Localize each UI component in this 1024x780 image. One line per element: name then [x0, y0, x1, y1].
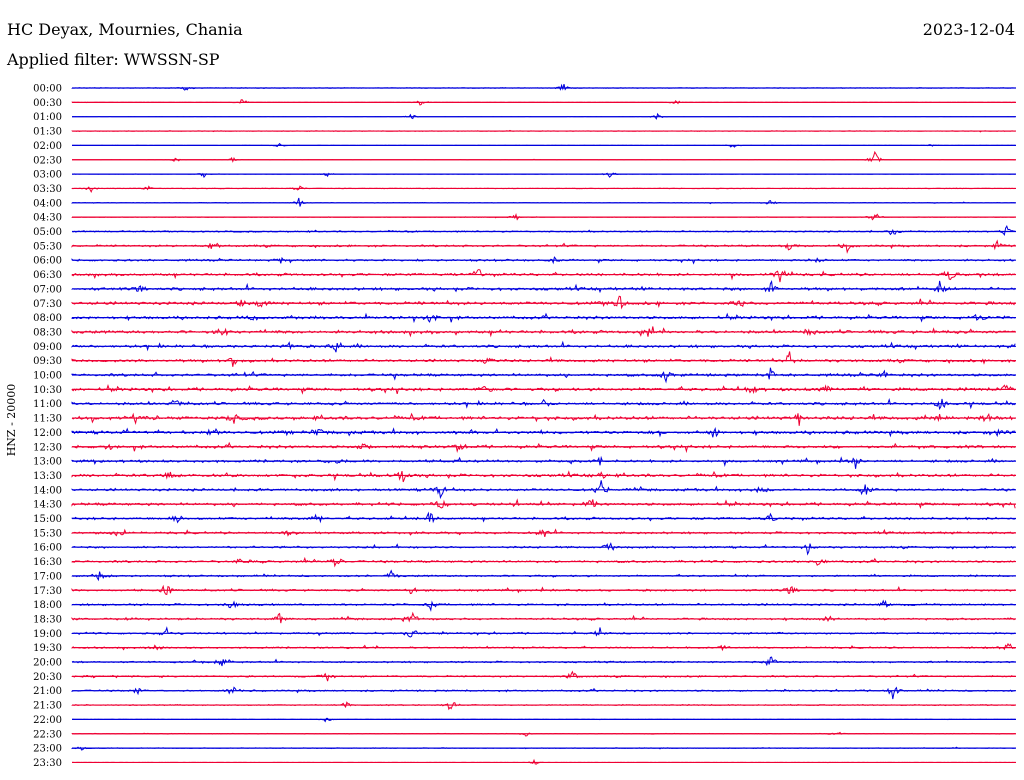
trace-line	[71, 455, 1016, 469]
time-label: 02:30	[33, 155, 62, 166]
time-label: 11:00	[33, 399, 62, 410]
time-label: 08:30	[33, 327, 62, 338]
trace-line	[71, 268, 1016, 283]
time-label: 16:00	[33, 543, 62, 554]
time-label: 03:30	[33, 184, 62, 195]
trace-line	[71, 686, 1016, 700]
time-label: 17:00	[33, 571, 62, 582]
time-label: 14:30	[33, 500, 62, 511]
trace-line	[71, 351, 1016, 367]
time-label: 04:30	[33, 213, 62, 224]
time-label: 01:30	[33, 127, 62, 138]
time-label: 17:30	[33, 586, 62, 597]
trace-line	[71, 626, 1016, 638]
time-label: 08:00	[33, 313, 62, 324]
time-label: 20:30	[33, 672, 62, 683]
record-date: 2023-12-04	[922, 20, 1015, 39]
trace-line	[71, 569, 1016, 582]
time-label: 00:30	[33, 98, 62, 109]
trace-line	[71, 599, 1016, 613]
time-label: 15:00	[33, 514, 62, 525]
trace-line	[71, 611, 1016, 624]
time-label: 00:00	[33, 84, 62, 95]
time-label: 03:00	[33, 170, 62, 181]
time-label: 19:00	[33, 629, 62, 640]
time-label: 12:00	[33, 428, 62, 439]
time-label: 22:00	[33, 715, 62, 726]
time-label: 19:30	[33, 643, 62, 654]
trace-line	[71, 280, 1016, 294]
filter-label: Applied filter: WWSSN-SP	[7, 50, 220, 69]
time-label: 20:00	[33, 658, 62, 669]
time-label: 09:30	[33, 356, 62, 367]
time-label: 23:30	[33, 758, 62, 769]
time-label: 11:30	[33, 414, 62, 425]
time-label: 05:00	[33, 227, 62, 238]
time-label: 15:30	[33, 528, 62, 539]
time-label: 18:00	[33, 600, 62, 611]
time-label: 21:30	[33, 701, 62, 712]
trace-line	[71, 225, 1016, 237]
time-label: 23:00	[33, 744, 62, 755]
time-label: 22:30	[33, 729, 62, 740]
trace-line	[71, 480, 1016, 500]
time-label: 06:00	[33, 256, 62, 267]
trace-line	[71, 340, 1016, 353]
trace-line	[71, 83, 1016, 91]
time-label: 10:30	[33, 385, 62, 396]
trace-line	[71, 542, 1016, 556]
time-label: 04:00	[33, 198, 62, 209]
time-label: 18:30	[33, 614, 62, 625]
trace-line	[71, 642, 1016, 652]
time-label: 16:30	[33, 557, 62, 568]
time-label: 01:00	[33, 112, 62, 123]
time-label: 05:30	[33, 241, 62, 252]
time-label: 10:00	[33, 371, 62, 382]
trace-line	[71, 470, 1016, 483]
time-label: 21:00	[33, 686, 62, 697]
time-label: 14:00	[33, 485, 62, 496]
time-label: 12:30	[33, 442, 62, 453]
trace-line	[71, 511, 1016, 524]
trace-line	[71, 412, 1016, 426]
time-label: 06:30	[33, 270, 62, 281]
trace-line	[71, 295, 1016, 310]
time-label: 09:00	[33, 342, 62, 353]
time-label: 13:30	[33, 471, 62, 482]
trace-line	[71, 701, 1016, 711]
time-label: 07:00	[33, 284, 62, 295]
time-label: 13:00	[33, 457, 62, 468]
station-title: HC Deyax, Mournies, Chania	[7, 20, 243, 39]
trace-line	[71, 239, 1016, 254]
time-label: 02:00	[33, 141, 62, 152]
time-label: 07:30	[33, 299, 62, 310]
